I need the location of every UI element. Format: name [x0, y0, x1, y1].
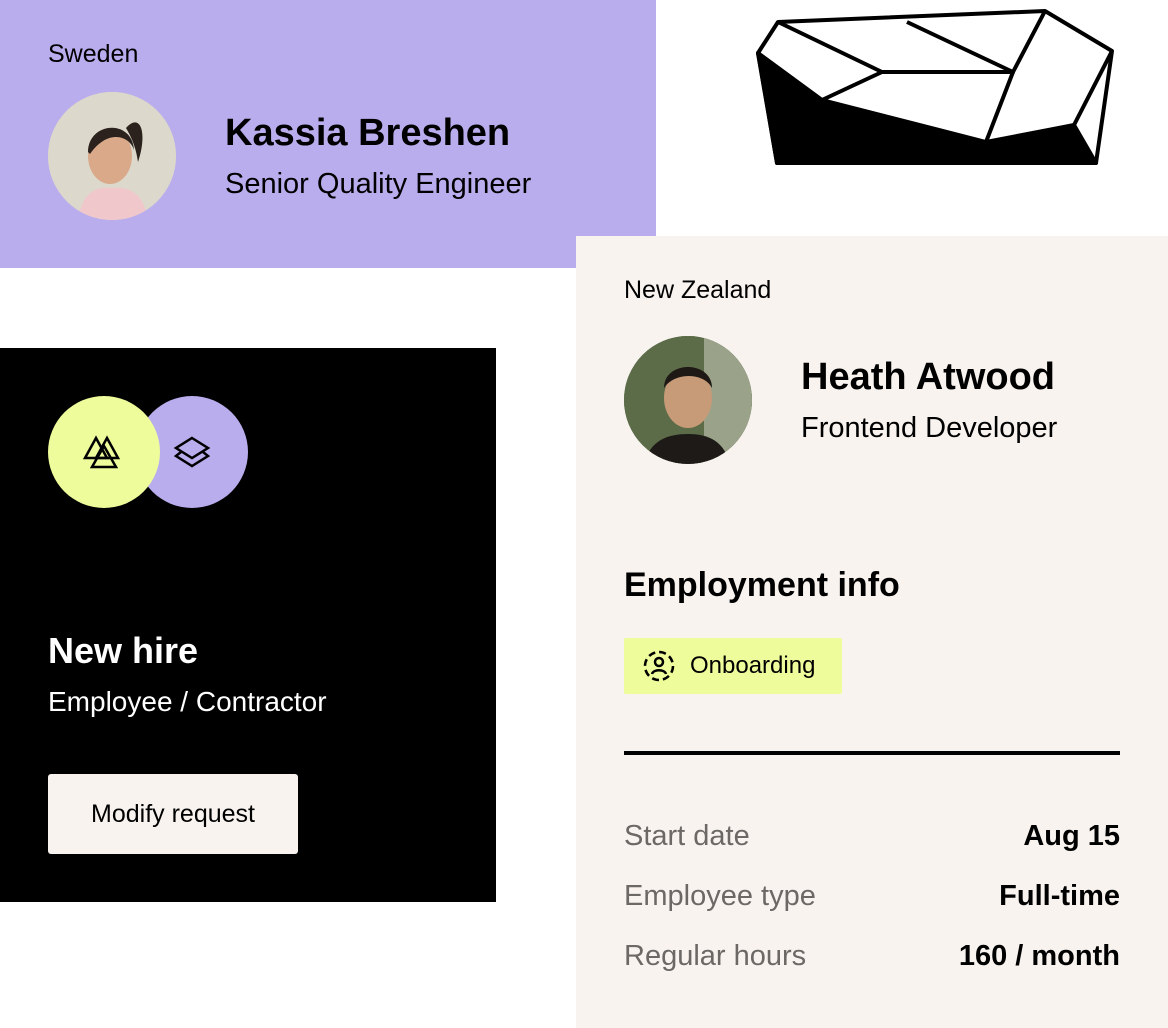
layers-icon — [136, 396, 248, 508]
new-hire-card: New hire Employee / Contractor Modify re… — [0, 348, 496, 902]
detail-label: Start date — [624, 820, 750, 852]
divider — [624, 751, 1120, 755]
card-subtitle: Employee / Contractor — [48, 686, 327, 717]
detail-label: Employee type — [624, 880, 816, 912]
detail-value: Aug 15 — [1023, 820, 1120, 852]
profile-card-kassia: Sweden Kassia Breshen Senior Quality Eng… — [0, 0, 656, 268]
avatar — [48, 92, 176, 220]
profile-card-heath: New Zealand Heath Atwood Frontend Develo… — [576, 236, 1168, 1028]
triangles-icon — [48, 396, 160, 508]
person-name: Kassia Breshen — [225, 112, 511, 154]
country-label: New Zealand — [624, 276, 772, 304]
detail-value: Full-time — [999, 880, 1120, 912]
status-label: Onboarding — [690, 652, 816, 679]
card-title: New hire — [48, 630, 199, 671]
user-dashed-circle-icon — [643, 650, 675, 682]
rock-illustration — [756, 9, 1114, 165]
person-name: Heath Atwood — [801, 356, 1056, 398]
detail-value: 160 / month — [958, 940, 1120, 972]
detail-row-employee-type: Employee type Full-time — [624, 880, 1120, 913]
avatar — [624, 336, 752, 464]
section-title: Employment info — [624, 566, 900, 604]
detail-row-start-date: Start date Aug 15 — [624, 820, 1120, 853]
person-role: Frontend Developer — [801, 412, 1058, 444]
country-label: Sweden — [48, 40, 139, 68]
detail-label: Regular hours — [624, 940, 807, 972]
detail-row-regular-hours: Regular hours 160 / month — [624, 940, 1120, 973]
status-badge: Onboarding — [624, 638, 842, 694]
person-role: Senior Quality Engineer — [225, 168, 532, 200]
modify-request-button[interactable]: Modify request — [48, 774, 298, 854]
